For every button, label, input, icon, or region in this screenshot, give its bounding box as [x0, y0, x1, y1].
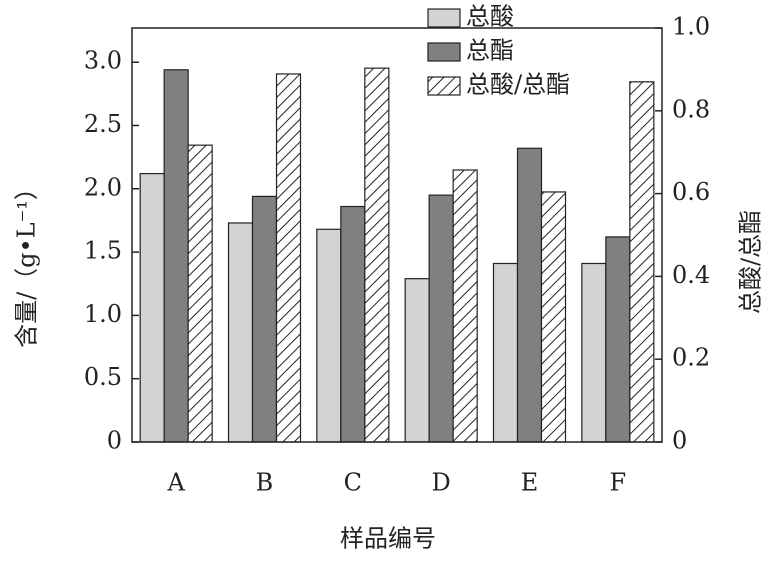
y-tick-label: 1.0 — [84, 300, 122, 328]
plot-frame — [131, 27, 663, 443]
bar — [492, 262, 519, 443]
bar — [364, 67, 390, 443]
y-tick-label: 2.0 — [84, 173, 122, 201]
x-axis-label: 样品编号 — [340, 525, 436, 553]
bar — [605, 236, 631, 443]
y-tick-label: 3.0 — [84, 47, 122, 75]
legend-label: 总酸 — [466, 3, 514, 31]
x-tick-label: A — [166, 469, 185, 497]
x-tick-label: B — [256, 469, 274, 497]
x-tick-label: F — [610, 469, 627, 497]
y-axis-label: 含量/（g•L⁻¹） — [13, 176, 41, 348]
bar — [163, 69, 189, 443]
bar — [227, 222, 254, 443]
legend-label: 总酸/总酯 — [466, 71, 570, 99]
legend-swatch — [427, 8, 461, 28]
y-tick-label: 1.5 — [84, 237, 122, 265]
y-tick-label: 0.5 — [84, 363, 122, 391]
bar — [251, 195, 278, 443]
bar — [316, 228, 342, 443]
bar — [187, 144, 213, 443]
bar — [581, 262, 607, 443]
y-tick-label: 2.5 — [84, 110, 122, 138]
y-tick-label: 0 — [107, 427, 122, 455]
legend-swatch — [427, 42, 461, 62]
bar — [139, 172, 165, 443]
bar — [428, 194, 454, 443]
y2-tick-label: 0.4 — [672, 261, 710, 289]
bar — [540, 191, 567, 443]
bar — [275, 73, 302, 443]
legend-label: 总酯 — [466, 37, 514, 65]
y2-tick-label: 0 — [672, 427, 687, 455]
bar — [629, 81, 655, 443]
x-tick-label: C — [344, 469, 362, 497]
legend-swatch — [427, 76, 461, 96]
y2-tick-label: 0.6 — [672, 178, 710, 206]
y2-tick-label: 1.0 — [672, 13, 710, 41]
bar — [404, 278, 430, 443]
bar — [340, 205, 366, 443]
bar — [452, 169, 478, 443]
x-tick-label: D — [432, 469, 451, 497]
x-tick-label: E — [521, 469, 539, 497]
y2-axis-label: 总酸/总酯 — [737, 210, 765, 314]
bar — [516, 147, 543, 443]
y2-tick-label: 0.8 — [672, 95, 710, 123]
y2-tick-label: 0.2 — [672, 344, 710, 372]
